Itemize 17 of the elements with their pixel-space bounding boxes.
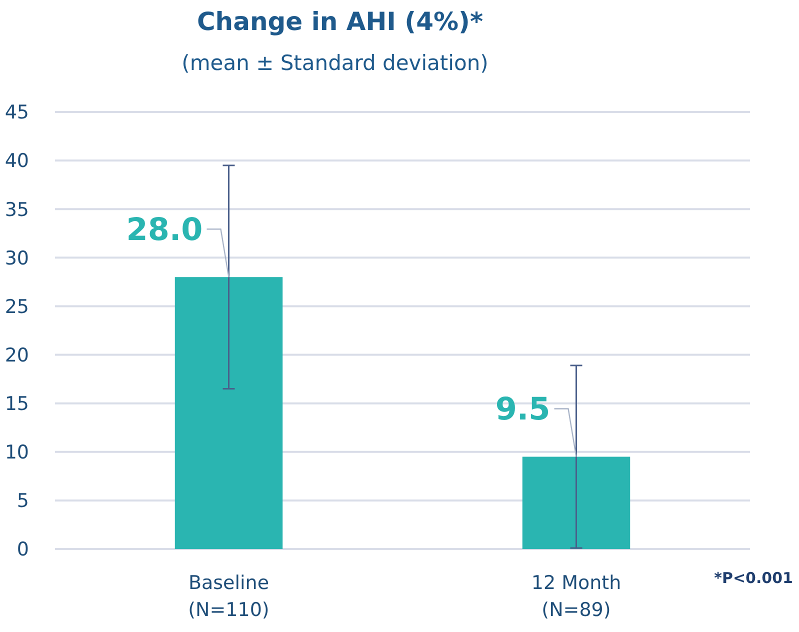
data-label: 28.0 bbox=[126, 212, 203, 248]
text: *P<0.001 bbox=[714, 569, 793, 587]
y-tick-label: 45 bbox=[4, 102, 29, 124]
x-tick-label: Baseline (N=110) bbox=[188, 572, 270, 621]
y-tick-label: 0 bbox=[16, 538, 29, 561]
y-tick-label: 5 bbox=[16, 490, 29, 512]
y-tick-label: 40 bbox=[4, 150, 29, 172]
y-tick-label: 10 bbox=[4, 442, 29, 464]
y-tick-label: 15 bbox=[4, 392, 29, 415]
y-tick-label: 20 bbox=[4, 344, 29, 366]
x-tick-label: 12 Month (N=89) bbox=[531, 572, 622, 621]
data-label: 9.5 bbox=[495, 392, 550, 428]
y-tick-label: 25 bbox=[4, 296, 29, 318]
chart-subtitle: (mean ± Standard deviation) bbox=[182, 51, 488, 75]
y-tick-label: 30 bbox=[4, 247, 29, 270]
y-tick-label: 35 bbox=[4, 198, 29, 221]
chart-title: Change in AHI (4%)* bbox=[196, 7, 484, 36]
